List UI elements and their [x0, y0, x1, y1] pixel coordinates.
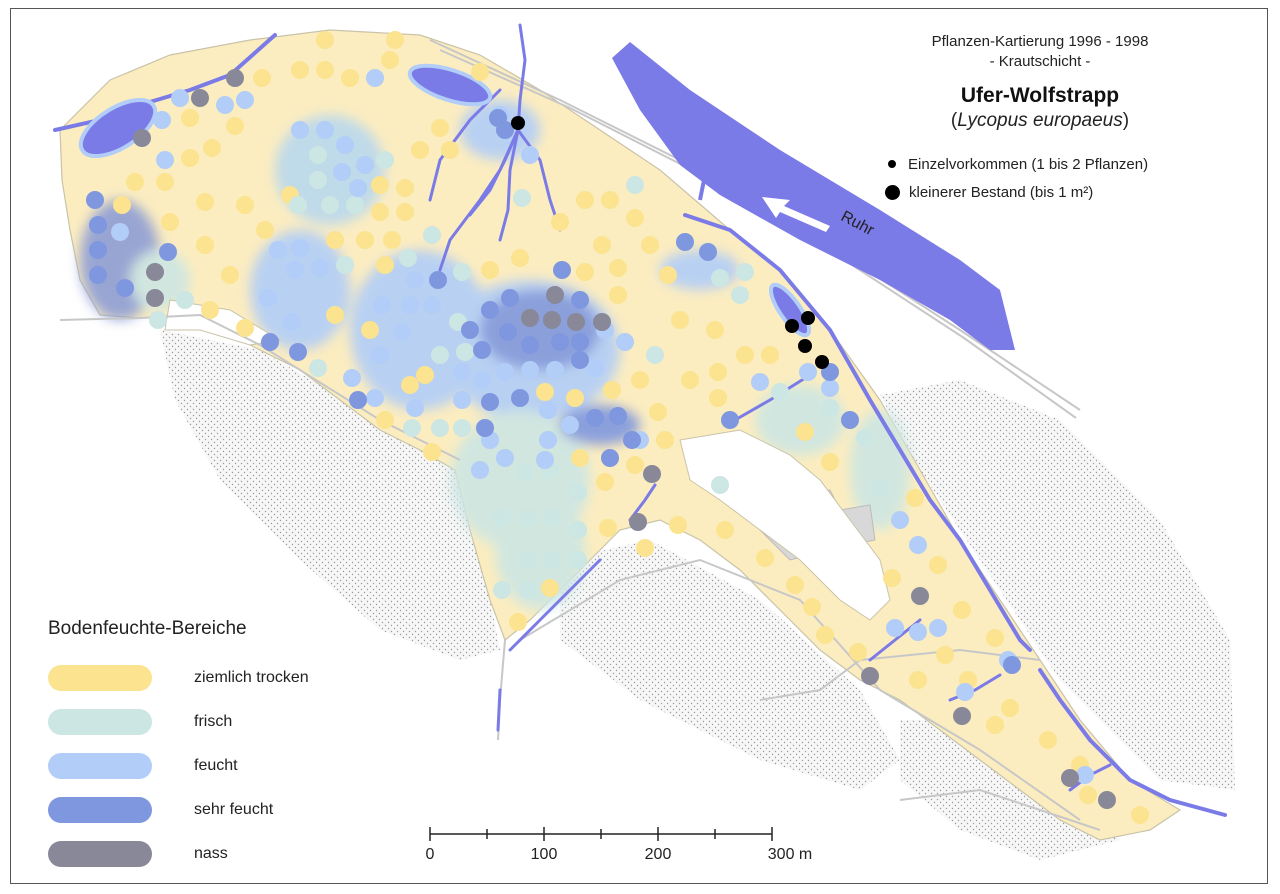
ponds: [78, 63, 812, 338]
moisture-swatch: [48, 797, 152, 823]
occurrence-point: [785, 319, 799, 333]
stippled-area-southeast: [900, 720, 1120, 860]
legend-single: Einzelvorkommen (1 bis 2 Pflanzen): [884, 150, 1148, 178]
latin-name: Lycopus europaeus: [957, 110, 1123, 131]
scale-label-200: 200: [644, 846, 672, 863]
latin-name-line: (Lycopus europaeus): [880, 110, 1200, 132]
moisture-label: feucht: [194, 757, 238, 774]
points-dry: [113, 31, 1149, 824]
moisture-label: frisch: [194, 713, 233, 730]
moisture-legend-item: ziemlich trocken: [48, 656, 309, 700]
layer-subtitle: - Krautschicht -: [989, 53, 1091, 70]
moisture-legend-item: nass: [48, 832, 309, 876]
scale-bar: 0 100 200 300 m: [400, 818, 820, 878]
title-block: Pflanzen-Kartierung 1996 - 1998 - Krauts…: [880, 32, 1200, 132]
river-ruhr-inlet: [698, 174, 707, 201]
moisture-label: nass: [194, 845, 228, 862]
stippled-area-south: [560, 540, 900, 790]
moisture-swatch: [48, 753, 152, 779]
points-moist: [111, 69, 1094, 784]
plant-occurrences: [511, 116, 829, 369]
occurrence-point: [798, 339, 812, 353]
scale-label-300: 300 m: [767, 846, 813, 863]
moisture-swatch: [48, 665, 152, 691]
latin-close-paren: ): [1122, 110, 1130, 131]
moisture-legend: Bodenfeuchte-Bereiche ziemlich trocken fr…: [48, 618, 309, 876]
stippled-area-west: [160, 330, 500, 660]
map-frame: [10, 8, 1268, 884]
scale-label-0: 0: [425, 846, 435, 863]
moisture-legend-item: frisch: [48, 700, 309, 744]
moisture-points: [86, 31, 1149, 824]
moisture-legend-title: Bodenfeuchte-Bereiche: [48, 618, 247, 639]
moisture-legend-item: sehr feucht: [48, 788, 309, 832]
moisture-swatch: [48, 709, 152, 735]
latin-open-paren: (: [950, 110, 958, 131]
clearing: [679, 429, 891, 621]
survey-title: Pflanzen-Kartierung 1996 - 1998: [931, 33, 1149, 50]
occurrence-legend: Einzelvorkommen (1 bis 2 Pflanzen) klein…: [884, 150, 1148, 206]
species-name: Ufer-Wolfstrapp: [960, 84, 1120, 107]
moisture-legend-item: feucht: [48, 744, 309, 788]
points-fresh: [149, 146, 889, 599]
moisture-swatch: [48, 841, 152, 867]
legend-small-stand: kleinerer Bestand (bis 1 m²): [884, 178, 1148, 206]
flow-arrow: [762, 197, 830, 232]
legend-single-label: Einzelvorkommen (1 bis 2 Pflanzen): [908, 155, 1149, 173]
occurrence-point: [511, 116, 525, 130]
river-ruhr: [612, 42, 1015, 350]
scale-label-100: 100: [530, 846, 558, 863]
points-very-moist: [86, 109, 1021, 674]
points-wet: [133, 69, 1116, 809]
stippled-area-east: [880, 380, 1235, 790]
occurrence-point: [801, 311, 815, 325]
legend-small-stand-label: kleinerer Bestand (bis 1 m²): [909, 183, 1094, 201]
occurrence-point: [815, 355, 829, 369]
small-dot-icon: [888, 160, 896, 168]
moisture-label: sehr feucht: [194, 801, 274, 818]
large-dot-icon: [885, 184, 900, 200]
moisture-label: ziemlich trocken: [194, 669, 309, 686]
scale-bar-line: [429, 827, 773, 841]
